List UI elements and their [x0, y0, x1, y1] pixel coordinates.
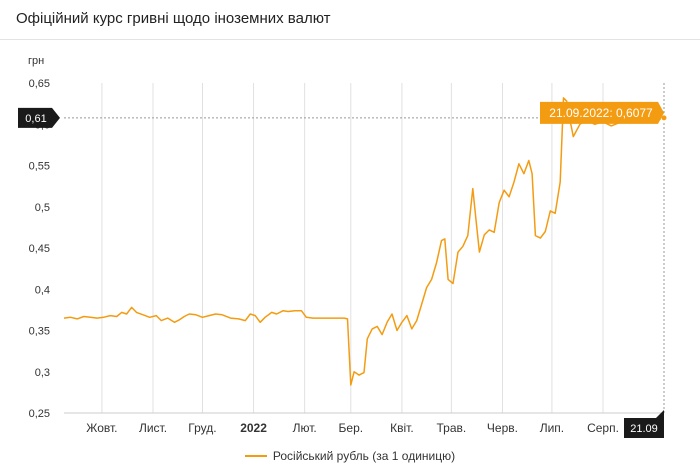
- crosshair-y-badge: [18, 107, 60, 128]
- chart-header: Офіційний курс гривні щодо іноземних вал…: [0, 0, 700, 40]
- y-tick-label: 0,25: [29, 408, 50, 420]
- crosshair-y-label: 0,61: [25, 113, 46, 125]
- y-tick-label: 0,3: [35, 367, 50, 379]
- crosshair-x-badge: [624, 410, 664, 438]
- page-title: Офіційний курс гривні щодо іноземних вал…: [16, 10, 331, 27]
- x-tick-label: Трав.: [437, 421, 467, 435]
- x-tick-label: Жовт.: [86, 421, 117, 435]
- y-tick-label: 0,65: [29, 78, 50, 90]
- x-tick-label: Черв.: [487, 421, 518, 435]
- x-tick-label: Бер.: [339, 421, 364, 435]
- crosshair-x-label: 21.09: [630, 423, 658, 435]
- y-tick-label: 0,35: [29, 326, 50, 338]
- legend-swatch: [244, 454, 267, 457]
- y-tick-label: 0,45: [29, 243, 50, 255]
- tooltip-text: 21.09.2022: 0,6077: [549, 106, 653, 120]
- x-tick-label: Квіт.: [390, 421, 414, 435]
- y-tick-label: 0,4: [35, 284, 50, 296]
- y-tick-label: 0,55: [29, 161, 50, 173]
- tooltip-box: [540, 101, 664, 124]
- x-tick-label: Лип.: [540, 421, 564, 435]
- legend-label: Російський рубль (за 1 одиницю): [272, 449, 456, 463]
- y-tick-label: 0,5: [35, 202, 50, 214]
- x-tick-label: Груд.: [188, 421, 216, 435]
- x-tick-label: 2022: [240, 421, 267, 435]
- x-tick-label: Лист.: [139, 421, 167, 435]
- line-chart: 0,250,30,350,40,450,50,550,60,65грнЖовт.…: [18, 55, 668, 438]
- x-tick-label: Лют.: [293, 421, 317, 435]
- x-tick-label: Серп.: [587, 421, 619, 435]
- series-line: [63, 97, 665, 386]
- legend[interactable]: Російський рубль (за 1 одиницю): [0, 449, 700, 465]
- y-axis-label: грн: [28, 55, 44, 67]
